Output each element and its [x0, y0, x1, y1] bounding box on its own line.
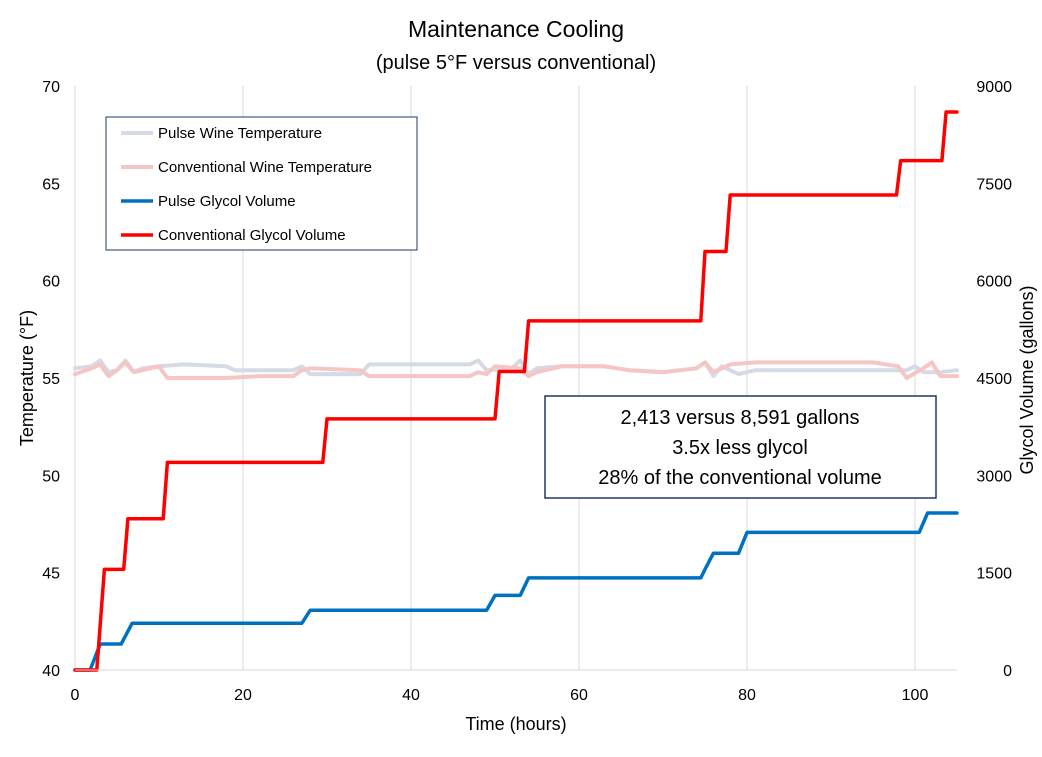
x-axis-title: Time (hours) — [465, 714, 566, 734]
x-tick-label: 40 — [402, 687, 420, 704]
right-tick-label: 1500 — [976, 566, 1012, 583]
left-tick-label: 70 — [42, 79, 60, 96]
series-layer — [73, 110, 959, 672]
x-tick-labels: 0 20 40 60 80 100 — [71, 687, 929, 704]
left-axis-title: Temperature (°F) — [17, 310, 37, 446]
annotation: 2,413 versus 8,591 gallons 3.5x less gly… — [544, 395, 937, 499]
legend-label: Pulse Wine Temperature — [158, 125, 322, 142]
legend-items: Pulse Wine Temperature Conventional Wine … — [121, 125, 372, 244]
legend-label: Conventional Wine Temperature — [158, 159, 372, 176]
left-tick-label: 55 — [42, 371, 60, 388]
x-tick-label: 0 — [71, 687, 80, 704]
left-tick-label: 65 — [42, 176, 60, 193]
left-tick-label: 50 — [42, 468, 60, 485]
plot-area: 0 20 40 60 80 100 40 45 50 55 60 65 70 0 1500 3000 450… — [42, 79, 1012, 704]
series-line-conventional-wine-temperature — [73, 360, 959, 380]
x-tick-label: 100 — [902, 687, 929, 704]
annotation-line-1: 2,413 versus 8,591 gallons — [620, 407, 859, 429]
chart-title: Maintenance Cooling — [408, 16, 624, 42]
legend-label: Pulse Glycol Volume — [158, 193, 296, 210]
series-line-conventional-glycol-volume — [73, 110, 959, 672]
x-tick-label: 20 — [234, 687, 252, 704]
series-line-pulse-glycol-volume — [73, 511, 959, 672]
legend: Pulse Wine Temperature Conventional Wine … — [105, 116, 418, 251]
right-tick-label: 9000 — [976, 79, 1012, 96]
x-tick-label: 80 — [738, 687, 756, 704]
right-tick-label: 6000 — [976, 274, 1012, 291]
annotation-line-3: 28% of the conventional volume — [598, 467, 882, 489]
right-tick-label: 0 — [1003, 663, 1012, 680]
left-tick-labels: 40 45 50 55 60 65 70 — [42, 79, 60, 680]
left-tick-label: 45 — [42, 566, 60, 583]
right-tick-label: 3000 — [976, 468, 1012, 485]
left-tick-label: 40 — [42, 663, 60, 680]
right-axis-title: Glycol Volume (gallons) — [1017, 285, 1037, 474]
annotation-box — [544, 395, 937, 499]
x-tick-label: 60 — [570, 687, 588, 704]
left-tick-label: 60 — [42, 274, 60, 291]
legend-label: Conventional Glycol Volume — [158, 227, 346, 244]
legend-box — [105, 116, 418, 251]
right-tick-labels: 0 1500 3000 4500 6000 7500 9000 — [976, 79, 1012, 680]
right-tick-label: 4500 — [976, 371, 1012, 388]
annotation-line-2: 3.5x less glycol — [672, 437, 808, 459]
chart-subtitle: (pulse 5°F versus conventional) — [376, 52, 656, 74]
right-tick-label: 7500 — [976, 176, 1012, 193]
